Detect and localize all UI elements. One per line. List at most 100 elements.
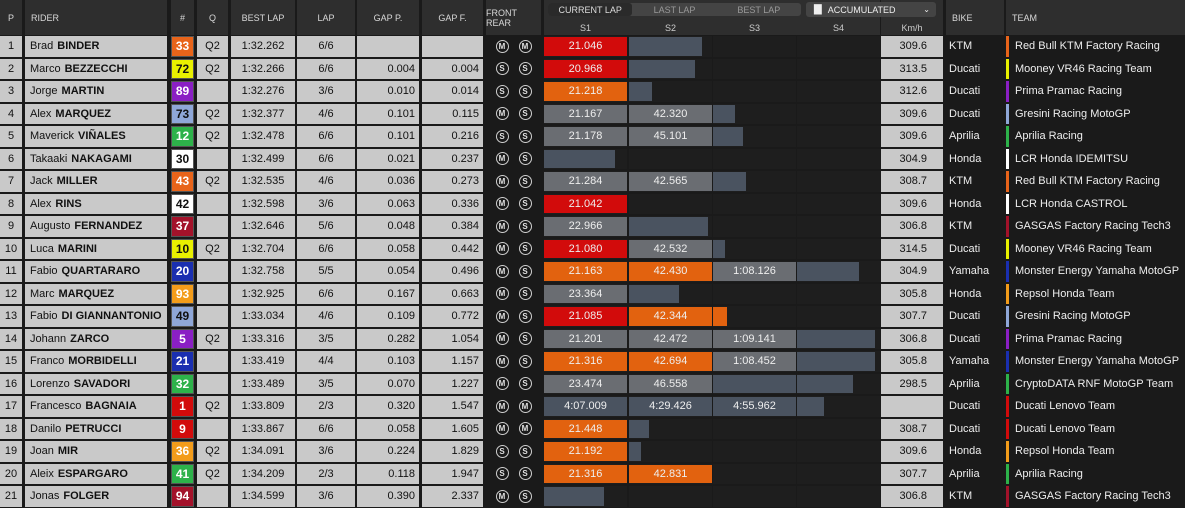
table-row[interactable]: 13 Fabio DI GIANNANTONIO 49 1:33.034 4/6 0.109… (0, 305, 1185, 328)
sector-time-bar: 23.474 (544, 374, 627, 393)
sector-s2: 46.558 (629, 373, 712, 394)
sector-s1: 21.284 (544, 171, 627, 192)
table-row[interactable]: 20 Aleix ESPARGARO 41 Q2 1:34.209 2/3 0.118 1.94… (0, 463, 1185, 486)
front-tyre-icon: M (495, 219, 509, 233)
sector-time-bar: 42.430 (629, 262, 712, 281)
table-row[interactable]: 15 Franco MORBIDELLI 21 1:33.419 4/4 0.103 1.15… (0, 350, 1185, 373)
table-row[interactable]: 6 Takaaki NAKAGAMI 30 1:32.499 6/6 0.021 0.237 M… (0, 148, 1185, 171)
rear-tyre-icon: S (518, 354, 532, 368)
rider-number: 33 (171, 36, 194, 57)
sector-s2: 45.101 (629, 126, 712, 147)
sector-s3 (713, 418, 796, 439)
table-row[interactable]: 2 Marco BEZZECCHI 72 Q2 1:32.266 6/6 0.004 0.004… (0, 58, 1185, 81)
table-row[interactable]: 1 Brad BINDER 33 Q2 1:32.262 6/6 M M 21.046 309.6 K… (0, 35, 1185, 58)
rear-tyre-icon: S (518, 287, 532, 301)
table-row[interactable]: 5 Maverick VIÑALES 12 Q2 1:32.478 6/6 0.101 0.21… (0, 125, 1185, 148)
bike: Ducati (946, 328, 1004, 349)
front-tyre-icon: S (495, 444, 509, 458)
table-row[interactable]: 7 Jack MILLER 43 Q2 1:32.535 4/6 0.036 0.273 M S 21… (0, 170, 1185, 193)
rear-tyre-icon: S (518, 242, 532, 256)
lap-count: 3/6 (297, 193, 355, 214)
header-s3: S3 (713, 22, 796, 34)
top-speed: 313.5 (881, 58, 943, 79)
best-lap: 1:33.034 (231, 306, 295, 327)
table-row[interactable]: 8 Alex RINS 42 1:32.598 3/6 0.063 0.336 M S 21.042… (0, 193, 1185, 216)
rider-number: 1 (171, 396, 194, 417)
sector-time-bar (797, 374, 854, 393)
gap-prev: 0.167 (357, 283, 419, 304)
sector-s2: 42.472 (629, 328, 712, 349)
bike: Honda (946, 193, 1004, 214)
header-rider: RIDER (25, 0, 167, 35)
lap-count: 6/6 (297, 58, 355, 79)
sector-s1: 21.316 (544, 463, 627, 484)
sector-s4 (797, 58, 880, 79)
tab-current-lap[interactable]: CURRENT LAP (548, 3, 633, 16)
table-row[interactable]: 21 Jonas FOLGER 94 1:34.599 3/6 0.390 2.337 M S 30… (0, 485, 1185, 508)
team: Aprilia Racing (1006, 463, 1185, 484)
team: Ducati Lenovo Team (1006, 396, 1185, 417)
team: Ducati Lenovo Team (1006, 418, 1185, 439)
gap-prev: 0.224 (357, 441, 419, 462)
bike: Ducati (946, 58, 1004, 79)
sector-s3 (713, 283, 796, 304)
rider-name: Francesco BAGNAIA (25, 396, 167, 417)
rider-number: 9 (171, 418, 194, 439)
table-row[interactable]: 14 Johann ZARCO 5 Q2 1:33.316 3/5 0.282 1.054 M S 2… (0, 328, 1185, 351)
rider-name: Franco MORBIDELLI (25, 351, 167, 372)
front-tyre-icon: M (495, 309, 509, 323)
tab-best-lap[interactable]: BEST LAP (737, 4, 781, 15)
table-row[interactable]: 3 Jorge MARTIN 89 1:32.276 3/6 0.010 0.014 S S 21.… (0, 80, 1185, 103)
rider-first-name: Takaaki (30, 152, 68, 165)
lap-count: 3/6 (297, 441, 355, 462)
lap-count: 6/6 (297, 126, 355, 147)
table-row[interactable]: 19 Joan MIR 36 Q2 1:34.091 3/6 0.224 1.829 S S 21.1… (0, 440, 1185, 463)
q-status: Q2 (197, 126, 228, 147)
front-tyre-icon: M (495, 354, 509, 368)
team: Red Bull KTM Factory Racing (1006, 36, 1185, 57)
rider-first-name: Marco (30, 62, 61, 75)
sector-s1: 21.167 (544, 103, 627, 124)
bike: Ducati (946, 81, 1004, 102)
table-row[interactable]: 17 Francesco BAGNAIA 1 Q2 1:33.809 2/3 0.320 1.5… (0, 395, 1185, 418)
top-speed: 312.6 (881, 81, 943, 102)
q-status (197, 216, 228, 237)
sector-s3 (713, 486, 796, 507)
table-row[interactable]: 16 Lorenzo SAVADORI 32 1:33.489 3/5 0.070 1.227… (0, 373, 1185, 396)
sector-s4 (797, 261, 880, 282)
sector-s4 (797, 148, 880, 169)
rider-last-name: PETRUCCI (65, 422, 122, 435)
gap-prev: 0.109 (357, 306, 419, 327)
lap-count: 6/6 (297, 238, 355, 259)
table-row[interactable]: 10 Luca MARINI 10 Q2 1:32.704 6/6 0.058 0.442 M S 2… (0, 238, 1185, 261)
rider-first-name: Fabio (30, 310, 58, 323)
rear-tyre-icon: S (518, 62, 532, 76)
table-row[interactable]: 9 Augusto FERNANDEZ 37 1:32.646 5/6 0.048 0.384… (0, 215, 1185, 238)
team: Monster Energy Yamaha MotoGP (1006, 261, 1185, 282)
accumulated-dropdown[interactable]: ▇ ACCUMULATED ⌄ (806, 2, 936, 17)
header-bike: BIKE (946, 0, 1004, 35)
lap-view-tabs: CURRENT LAP LAST LAP BEST LAP (548, 3, 801, 16)
sector-time-bar: 46.558 (629, 374, 712, 393)
sector-time-bar (629, 442, 641, 461)
table-row[interactable]: 18 Danilo PETRUCCI 9 1:33.867 6/6 0.058 1.605 M M… (0, 418, 1185, 441)
gap-prev: 0.021 (357, 148, 419, 169)
top-speed: 307.7 (881, 463, 943, 484)
gap-first: 0.336 (422, 193, 483, 214)
header-lap: LAP (297, 0, 355, 35)
rider-number: 5 (171, 328, 194, 349)
sector-s3 (713, 463, 796, 484)
rider-name: Jorge MARTIN (25, 81, 167, 102)
table-row[interactable]: 12 Marc MARQUEZ 93 1:32.925 6/6 0.167 0.663 M S 23… (0, 283, 1185, 306)
table-row[interactable]: 4 Alex MARQUEZ 73 Q2 1:32.377 4/6 0.101 0.115 M S 2… (0, 103, 1185, 126)
position: 15 (0, 351, 22, 372)
table-row[interactable]: 11 Fabio QUARTARARO 20 1:32.758 5/5 0.054 0.496… (0, 260, 1185, 283)
team: Repsol Honda Team (1006, 283, 1185, 304)
sector-s1: 21.042 (544, 193, 627, 214)
tab-last-lap[interactable]: LAST LAP (653, 4, 696, 15)
rider-number: 21 (171, 351, 194, 372)
rider-first-name: Alex (30, 107, 52, 120)
rider-name: Marc MARQUEZ (25, 283, 167, 304)
gap-first: 0.014 (422, 81, 483, 102)
